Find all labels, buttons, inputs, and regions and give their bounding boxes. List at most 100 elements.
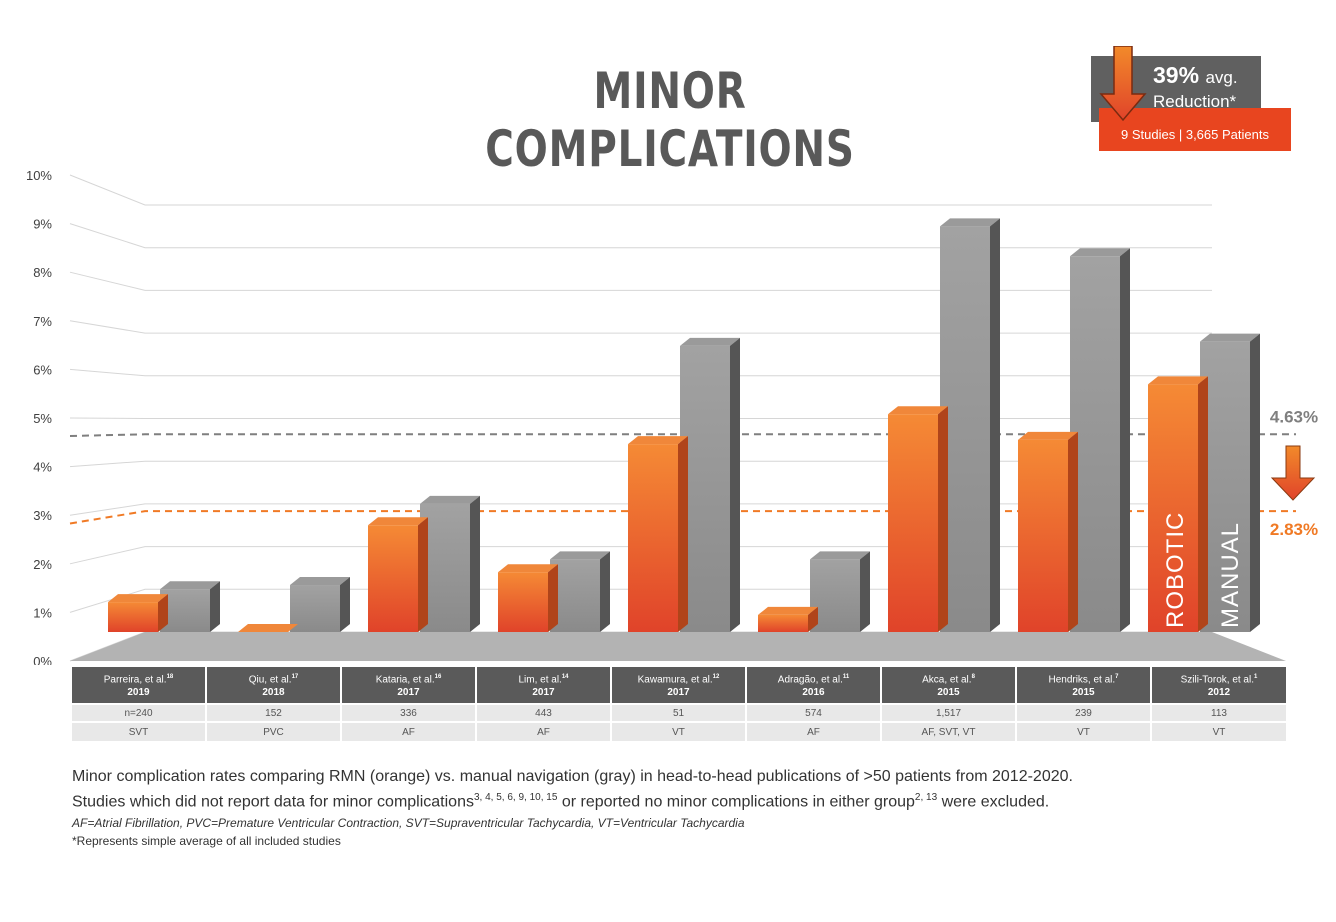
- robotic-bar: [1148, 376, 1208, 632]
- manual-bar-top: [420, 495, 480, 504]
- study-table: Parreira, et al.18 2019 Qiu, et al.17 2018 K…: [70, 667, 1286, 741]
- study-ref: 18: [166, 673, 174, 680]
- caption-line-2-c: were excluded.: [937, 793, 1050, 811]
- manual-bar: [1070, 248, 1130, 633]
- gridline: [69, 223, 1212, 249]
- manual-bar-top: [1200, 333, 1260, 342]
- manual-bar-side: [1250, 333, 1260, 632]
- study-ref: 7: [1115, 673, 1119, 680]
- robotic-bar: [628, 436, 688, 632]
- caption-abbreviations: AF=Atrial Fibrillation, PVC=Premature Ve…: [72, 816, 745, 831]
- badge-percent: 39% avg.: [1153, 62, 1238, 89]
- robotic-bar-front: [108, 602, 158, 632]
- y-tick-label: 1%: [33, 605, 52, 620]
- study-ref: 11: [842, 673, 850, 680]
- robotic-bar-top: [1148, 376, 1208, 385]
- average-down-arrow-icon: [1270, 445, 1316, 501]
- gridline: [69, 460, 1212, 468]
- manual-average-label: 4.63%: [1270, 407, 1318, 426]
- gridline: [69, 417, 1212, 419]
- manual-bar-side: [600, 551, 610, 632]
- manual-bar: [550, 551, 610, 632]
- robotic-bar: [758, 606, 818, 632]
- manual-bar: [290, 577, 350, 632]
- manual-bar: [420, 495, 480, 632]
- study-n-cell: n=240: [70, 703, 206, 722]
- y-axis: 0% 1% 2% 3% 4% 5% 6% 7% 8% 9% 10%: [26, 168, 52, 665]
- study-name-cell: Adragão, et al.11 2016: [745, 667, 881, 704]
- robotic-bar-front: [1148, 384, 1198, 632]
- robotic-bar: [238, 624, 298, 632]
- robotic-bar-side: [548, 564, 558, 632]
- gridline: [69, 320, 1212, 334]
- study-name-cell: Akca, et al.8 2015: [880, 667, 1016, 704]
- caption-line-2-b: or reported no minor complications in ei…: [557, 793, 915, 811]
- study-year: 2016: [802, 687, 825, 699]
- study-ref: 16: [434, 673, 442, 680]
- manual-bar-front: [160, 589, 210, 632]
- study-ref: 17: [291, 673, 299, 680]
- manual-bar-top: [160, 581, 220, 590]
- study-name-cell: Kataria, et al.16 2017: [340, 667, 476, 704]
- manual-bar-side: [470, 495, 480, 632]
- badge-orange-box: [1099, 108, 1291, 151]
- manual-bar: [810, 551, 870, 632]
- manual-bar-side: [730, 337, 740, 632]
- study-year: 2017: [532, 687, 555, 699]
- manual-bar: [1200, 333, 1260, 632]
- robotic-bar-top: [238, 624, 298, 632]
- study-type-cell: VT: [1150, 721, 1286, 741]
- gridline: [69, 546, 1212, 565]
- caption-refs-2: 2, 13: [914, 792, 938, 803]
- y-tick-label: 9%: [33, 217, 52, 232]
- robotic-bar-top: [368, 517, 428, 526]
- study-n-cell: 113: [1150, 703, 1286, 722]
- study-name: Szili-Torok, et al.: [1180, 674, 1254, 686]
- manual-bar-top: [1070, 248, 1130, 257]
- study-n-cell: 51: [610, 703, 746, 722]
- manual-bar-side: [990, 218, 1000, 632]
- manual-bar-label: MANUAL: [1217, 522, 1244, 628]
- study-name: Akca, et al.: [922, 674, 972, 686]
- study-name: Adragão, et al.: [777, 674, 843, 686]
- study-year: 2015: [937, 687, 960, 699]
- manual-bar-top: [550, 551, 610, 560]
- manual-bar-top: [290, 577, 350, 586]
- y-tick-label: 10%: [26, 168, 52, 183]
- gridline: [69, 271, 1212, 291]
- manual-bar-side: [210, 581, 220, 632]
- gridline: [69, 503, 1212, 516]
- chart-title: MINOR COMPLICATIONS: [485, 62, 855, 178]
- manual-bar: [940, 218, 1000, 632]
- robotic-bar-top: [498, 564, 558, 573]
- robotic-bar-top: [108, 594, 168, 603]
- study-type-row: SVT PVC AF AF VT AF AF, SVT, VT VT VT: [70, 721, 1286, 741]
- robotic-bar-front: [498, 572, 548, 632]
- manual-bar-top: [940, 218, 1000, 227]
- study-year: 2018: [262, 687, 285, 699]
- caption: Minor complication rates comparing RMN (…: [72, 766, 1292, 850]
- caption-line-1: Minor complication rates comparing RMN (…: [72, 768, 1073, 785]
- manual-bar: [160, 581, 220, 632]
- badge-avg: avg.: [1205, 68, 1238, 87]
- robotic-bar-side: [1198, 376, 1208, 632]
- study-n-cell: 443: [475, 703, 611, 722]
- manual-bar-front: [1200, 341, 1250, 632]
- y-tick-label: 2%: [33, 557, 52, 572]
- study-n-cell: 239: [1015, 703, 1151, 722]
- robotic-bar-side: [158, 594, 168, 632]
- study-type-cell: SVT: [70, 721, 206, 741]
- study-name: Kataria, et al.: [375, 674, 435, 686]
- robotic-bar-front: [888, 414, 938, 632]
- study-n-cell: 1,517: [880, 703, 1016, 722]
- caption-refs-1: 3, 4, 5, 6, 9, 10, 15: [473, 792, 558, 803]
- study-ref: 1: [1254, 673, 1258, 680]
- robotic-average-label: 2.83%: [1270, 520, 1318, 539]
- manual-bar-front: [1070, 256, 1120, 632]
- study-type-cell: AF: [745, 721, 881, 741]
- study-type-cell: AF: [475, 721, 611, 741]
- manual-bar-front: [940, 226, 990, 632]
- down-arrow-icon: [1099, 46, 1147, 122]
- robotic-bar-label: ROBOTIC: [1162, 512, 1189, 628]
- robotic-bar-front: [1018, 439, 1068, 632]
